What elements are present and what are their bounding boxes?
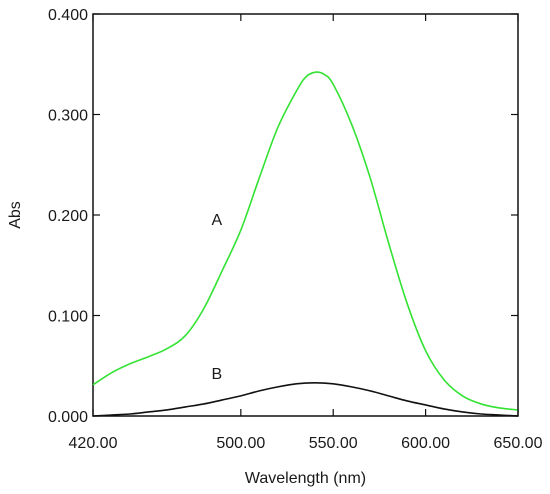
plot-area: AB	[92, 13, 519, 417]
series-line-a	[92, 71, 519, 411]
x-tick-label: 550.00	[309, 435, 358, 452]
y-tick-label: 0.300	[48, 108, 88, 125]
series-label-a: A	[211, 212, 222, 229]
x-axis-title: Wavelength (nm)	[245, 470, 366, 487]
x-tick-label: 500.00	[216, 435, 265, 452]
series-label-b: B	[211, 366, 222, 383]
plot-frame	[92, 13, 519, 417]
x-axis: 420.00 500.00 550.00 600.00 650.00	[69, 14, 543, 452]
series-layer	[92, 71, 519, 417]
x-tick-label: 650.00	[494, 435, 543, 452]
y-tick-label: 0.200	[48, 208, 88, 225]
annotation-layer: AB	[211, 212, 222, 383]
series-line-b	[92, 382, 519, 417]
y-axis: 0.000 0.100 0.200 0.300 0.400	[48, 7, 518, 426]
y-tick-label: 0.000	[48, 409, 88, 426]
y-axis-title: Abs	[7, 201, 24, 229]
y-tick-label: 0.100	[48, 309, 88, 326]
y-tick-label: 0.400	[48, 7, 88, 24]
x-tick-label: 600.00	[401, 435, 450, 452]
x-tick-label: 420.00	[69, 435, 118, 452]
